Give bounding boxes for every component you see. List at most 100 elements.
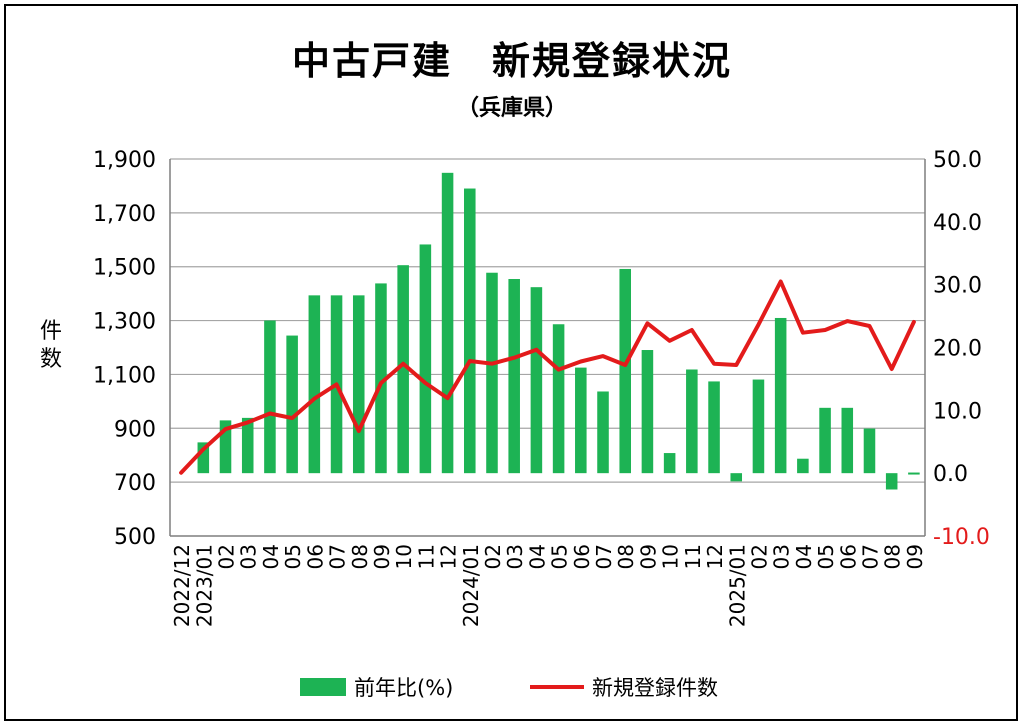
x-tick-label: 2022/12 [170, 544, 194, 627]
y-left-tick-label: 900 [114, 417, 156, 442]
y-left-tick-label: 1,100 [93, 363, 156, 388]
bar [597, 391, 609, 474]
line-point [779, 280, 783, 284]
x-tick-label: 07 [592, 544, 616, 569]
line-point [579, 360, 583, 364]
x-tick-label: 11 [414, 544, 438, 569]
x-tick-label: 2024/01 [459, 544, 483, 627]
line-point [890, 367, 894, 371]
line-point [557, 368, 561, 372]
line-point [845, 319, 849, 323]
x-tick-label: 07 [326, 544, 350, 569]
x-tick-label: 06 [836, 544, 860, 569]
x-tick-label: 04 [259, 544, 283, 569]
x-tick-label: 05 [814, 544, 838, 569]
line-point [246, 420, 250, 424]
line-point [268, 411, 272, 415]
x-tick-label: 06 [303, 544, 327, 569]
y-left-tick-label: 1,700 [93, 202, 156, 227]
bar [264, 320, 276, 474]
y-right-tick-label: -10.0 [933, 525, 990, 550]
bar [352, 295, 365, 474]
chart-subtitle: （兵庫県） [456, 96, 567, 121]
line-point [690, 328, 694, 332]
x-tick-label: 04 [525, 544, 549, 569]
line-point [801, 331, 805, 335]
axes [169, 159, 926, 537]
bar [841, 407, 854, 474]
x-tick-label: 09 [370, 544, 394, 569]
line-point [623, 363, 627, 367]
line-point [179, 471, 183, 475]
legend: 前年比(%) 新規登録件数 [0, 670, 1024, 704]
x-tick-label: 08 [881, 544, 905, 569]
legend-bar-swatch [300, 678, 346, 696]
y-axis-left-title: 件数 [39, 319, 62, 372]
line-point [734, 363, 738, 367]
y-right-tick-labels: 50.0 40.0 30.0 20.0 10.0 0.0 -10.0 [933, 148, 990, 550]
x-tick-label: 03 [503, 544, 527, 569]
line-point [534, 348, 538, 352]
x-tick-label: 03 [237, 544, 261, 569]
bar [752, 379, 765, 474]
bar [508, 279, 520, 474]
line-point [335, 382, 339, 386]
x-tick-label: 03 [770, 544, 794, 569]
x-tick-label: 11 [681, 544, 705, 569]
line-point [601, 354, 605, 358]
line-point [379, 381, 383, 385]
x-tick-label: 02 [747, 544, 771, 569]
line-point [823, 328, 827, 332]
line-point [446, 396, 450, 400]
bar [797, 458, 809, 474]
x-tick-label: 08 [614, 544, 638, 569]
x-tick-label: 09 [636, 544, 660, 569]
y-right-tick-label: 40.0 [933, 211, 982, 236]
line-point [468, 359, 472, 363]
line-point [912, 320, 916, 324]
x-tick-label: 12 [437, 544, 461, 569]
bar [464, 188, 476, 474]
y-right-tick-label: 0.0 [933, 462, 968, 487]
bar [286, 335, 298, 474]
line-series [179, 279, 916, 475]
y-right-tick-label: 20.0 [933, 337, 982, 362]
legend-item-bar: 前年比(%) [300, 670, 453, 704]
legend-line-swatch [530, 685, 584, 689]
y-right-tick-label: 50.0 [933, 148, 982, 173]
line-point [224, 427, 228, 431]
grid-lines [170, 158, 925, 483]
chart-title: 中古戸建 新規登録状況 [291, 39, 732, 83]
line-point [668, 339, 672, 343]
bar [552, 324, 565, 474]
line-point [490, 362, 494, 366]
bar [575, 367, 587, 474]
bar [308, 295, 321, 474]
bar [375, 283, 387, 474]
bar [397, 265, 409, 474]
x-tick-label: 02 [215, 544, 239, 569]
bar [619, 268, 631, 474]
line-point [645, 321, 649, 325]
y-left-tick-label: 500 [114, 525, 156, 550]
legend-bar-label: 前年比(%) [354, 676, 454, 700]
bar [419, 244, 432, 474]
x-tick-labels: 2022/122023/0102030405060708091011122024… [170, 544, 927, 627]
y-left-tick-label: 1,500 [93, 256, 156, 281]
x-tick-label: 06 [570, 544, 594, 569]
legend-item-line: 新規登録件数 [530, 670, 718, 704]
x-tick-label: 05 [548, 544, 572, 569]
x-tick-label: 2023/01 [192, 544, 216, 627]
line-path [179, 279, 916, 475]
bar [708, 381, 720, 474]
x-tick-label: 2025/01 [725, 544, 749, 627]
x-tick-label: 02 [481, 544, 505, 569]
bar-series [197, 172, 920, 490]
line-point [357, 429, 361, 433]
y-right-tick-label: 30.0 [933, 274, 982, 299]
bar [441, 172, 454, 474]
bar [885, 473, 898, 490]
bar [908, 472, 920, 475]
x-tick-label: 08 [348, 544, 372, 569]
bar [730, 473, 743, 482]
